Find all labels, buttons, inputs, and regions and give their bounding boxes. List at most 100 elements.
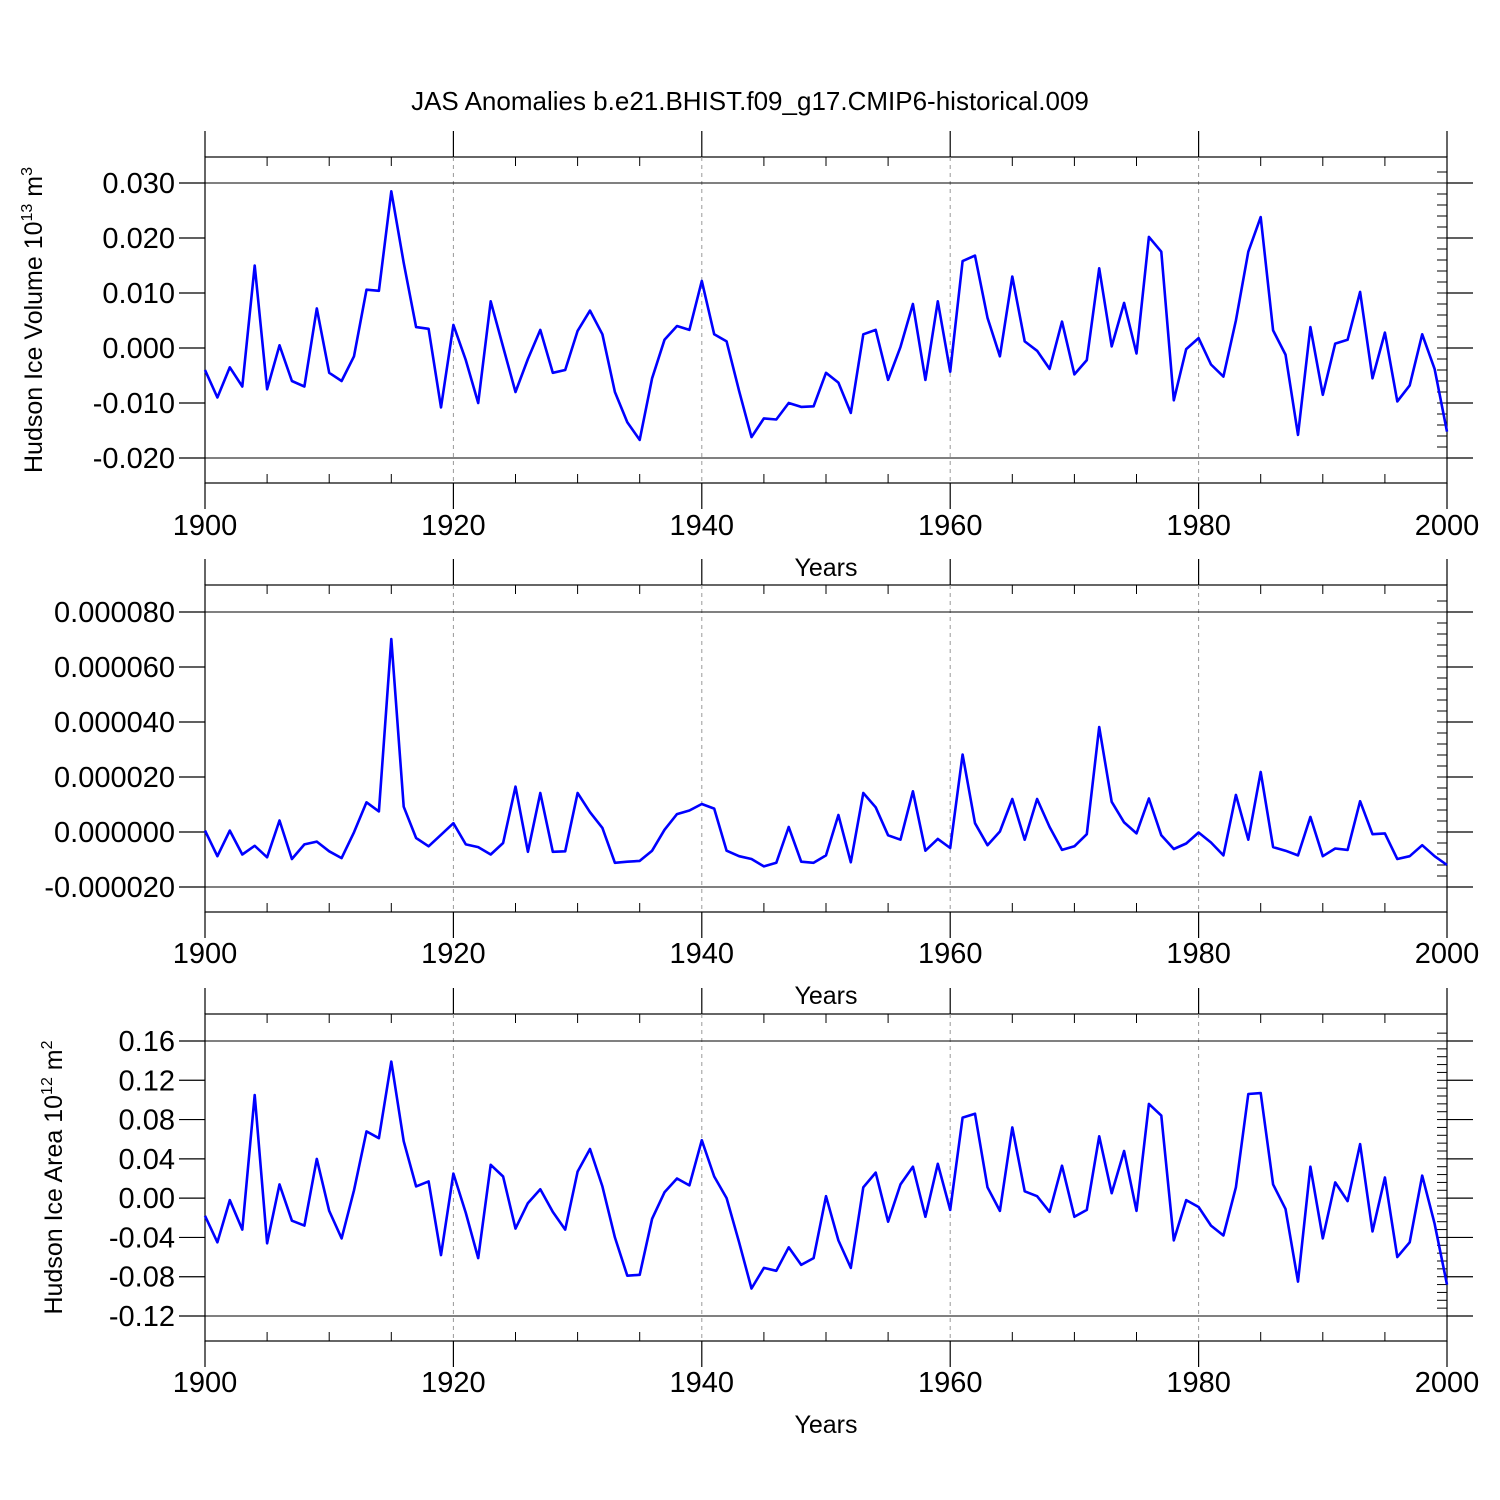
data-point [1272, 329, 1274, 331]
data-point [850, 412, 852, 414]
data-point [701, 1139, 703, 1141]
x-axis-label: Years [794, 554, 857, 582]
data-point [427, 845, 429, 847]
data-point [1396, 1256, 1398, 1258]
data-point [986, 1186, 988, 1188]
data-point [365, 289, 367, 291]
data-point [514, 391, 516, 393]
data-point [949, 847, 951, 849]
data-point [1272, 846, 1274, 848]
data-point [1061, 1165, 1063, 1167]
data-point [1173, 399, 1175, 401]
y-axis-label-superscript: 13 [19, 204, 36, 222]
x-axis-label: Years [794, 1411, 857, 1439]
data-point [912, 1166, 914, 1168]
data-point [775, 418, 777, 420]
data-point [974, 254, 976, 256]
x-tick-label: 1940 [670, 938, 735, 970]
data-point [1222, 854, 1224, 856]
y-tick-label: -0.020 [93, 443, 175, 475]
data-point [415, 1185, 417, 1187]
data-point [1148, 797, 1150, 799]
data-point [328, 850, 330, 852]
data-point [1446, 1283, 1448, 1285]
data-point [626, 861, 628, 863]
data-point [825, 854, 827, 856]
x-tick-label: 1960 [918, 510, 983, 542]
data-point [1235, 1186, 1237, 1188]
data-point [800, 406, 802, 408]
data-point [725, 1197, 727, 1199]
data-point [961, 260, 963, 262]
data-point [676, 813, 678, 815]
data-point [502, 346, 504, 348]
x-tick-label: 1920 [421, 938, 486, 970]
data-point [1433, 368, 1435, 370]
data-point [974, 822, 976, 824]
data-point [253, 845, 255, 847]
y-axis-label-text: m [40, 1049, 68, 1077]
x-tick-label: 2000 [1415, 510, 1480, 542]
data-point [750, 436, 752, 438]
data-point [800, 1264, 802, 1266]
data-point [825, 1195, 827, 1197]
data-point [1260, 771, 1262, 773]
data-point [1110, 801, 1112, 803]
data-point [1173, 1239, 1175, 1241]
data-point [1284, 353, 1286, 355]
data-point [1135, 832, 1137, 834]
data-point [564, 369, 566, 371]
data-point [465, 359, 467, 361]
data-point [291, 1220, 293, 1222]
y-axis-label: Hudson Ice Volume 1013 m3 [19, 167, 48, 473]
data-point [1359, 1143, 1361, 1145]
data-point [1036, 350, 1038, 352]
data-point [216, 396, 218, 398]
data-point [912, 303, 914, 305]
data-point [1396, 400, 1398, 402]
y-tick-label: -0.08 [109, 1262, 175, 1294]
data-point [1073, 373, 1075, 375]
data-point [527, 358, 529, 360]
data-point [1421, 844, 1423, 846]
series-line [203, 1060, 1449, 1290]
data-point [788, 402, 790, 404]
data-point [837, 1239, 839, 1241]
data-point [1433, 855, 1435, 857]
data-point [477, 402, 479, 404]
data-point [477, 1257, 479, 1259]
data-point [1322, 394, 1324, 396]
data-point [316, 307, 318, 309]
data-point [1284, 1208, 1286, 1210]
data-point [812, 862, 814, 864]
data-point [1334, 342, 1336, 344]
data-point [899, 346, 901, 348]
data-point [1024, 340, 1026, 342]
data-point [999, 1210, 1001, 1212]
data-point [626, 421, 628, 423]
data-point [1197, 337, 1199, 339]
data-point [626, 1275, 628, 1277]
data-point [564, 1228, 566, 1230]
data-point [229, 1199, 231, 1201]
data-point [303, 1224, 305, 1226]
data-point [651, 377, 653, 379]
data-point [986, 317, 988, 319]
data-point [1260, 1092, 1262, 1094]
data-point [340, 857, 342, 859]
data-point [204, 1215, 206, 1217]
data-point [1359, 291, 1361, 293]
y-axis-label-superscript: 3 [19, 167, 36, 176]
data-point [204, 829, 206, 831]
data-point [278, 1183, 280, 1185]
data-point [1421, 333, 1423, 335]
data-point [986, 844, 988, 846]
data-point [1272, 1183, 1274, 1185]
x-tick-label: 1920 [421, 510, 486, 542]
data-point [688, 809, 690, 811]
data-point [415, 326, 417, 328]
data-point [1384, 832, 1386, 834]
data-point [961, 753, 963, 755]
data-point [1222, 1234, 1224, 1236]
data-point [539, 1188, 541, 1190]
